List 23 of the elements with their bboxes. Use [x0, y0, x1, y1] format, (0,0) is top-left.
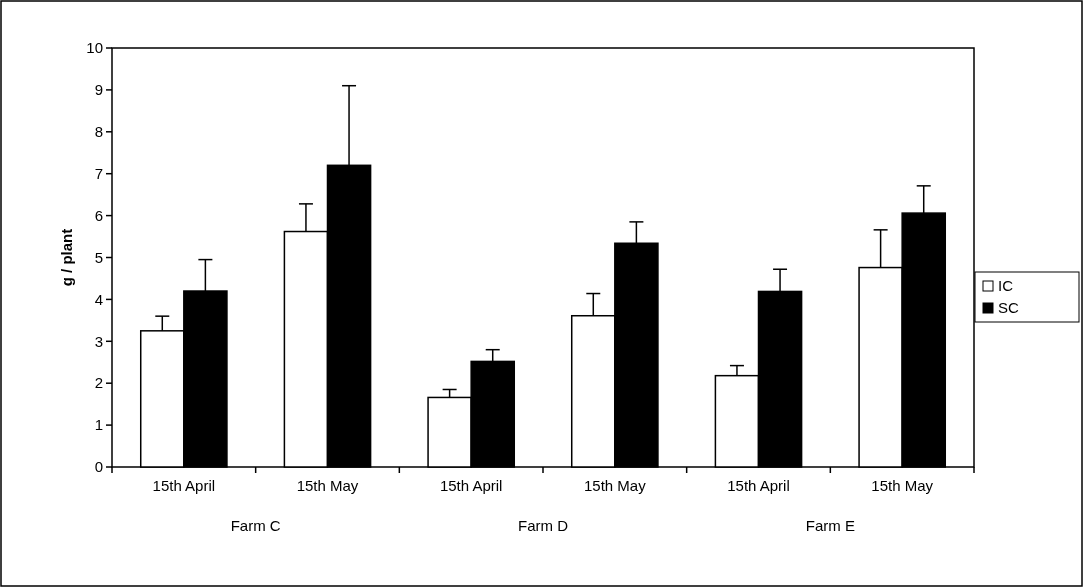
legend-label: SC [998, 299, 1019, 317]
legend-label: IC [998, 277, 1014, 295]
text: Farm D [518, 517, 569, 534]
x-tick-label: 15th April [152, 477, 216, 494]
y-tick-label: 0 [94, 458, 103, 476]
text: Farm E [805, 517, 855, 534]
x-tick-label: 15th May [871, 477, 934, 494]
y-tick-label: 2 [94, 374, 103, 392]
x-tick-label: 15th May [296, 477, 359, 494]
text: Farm C [230, 517, 281, 534]
y-axis-title: g / plant [58, 228, 75, 287]
y-tick-label: 7 [94, 164, 103, 182]
x-tick-label: 15th April [439, 477, 503, 494]
y-tick-label: 8 [94, 123, 103, 141]
x-tick-label: 15th May [583, 477, 647, 494]
y-tick-label: 6 [94, 206, 103, 224]
y-tick-label: 5 [94, 248, 103, 266]
y-tick-label: 1 [94, 416, 103, 434]
y-tick-label: 4 [94, 290, 103, 308]
x-tick-label: 15th April [727, 477, 790, 494]
y-tick-label: 9 [94, 81, 103, 99]
y-tick-label: 3 [94, 332, 103, 350]
y-tick-label: 10 [86, 39, 103, 57]
